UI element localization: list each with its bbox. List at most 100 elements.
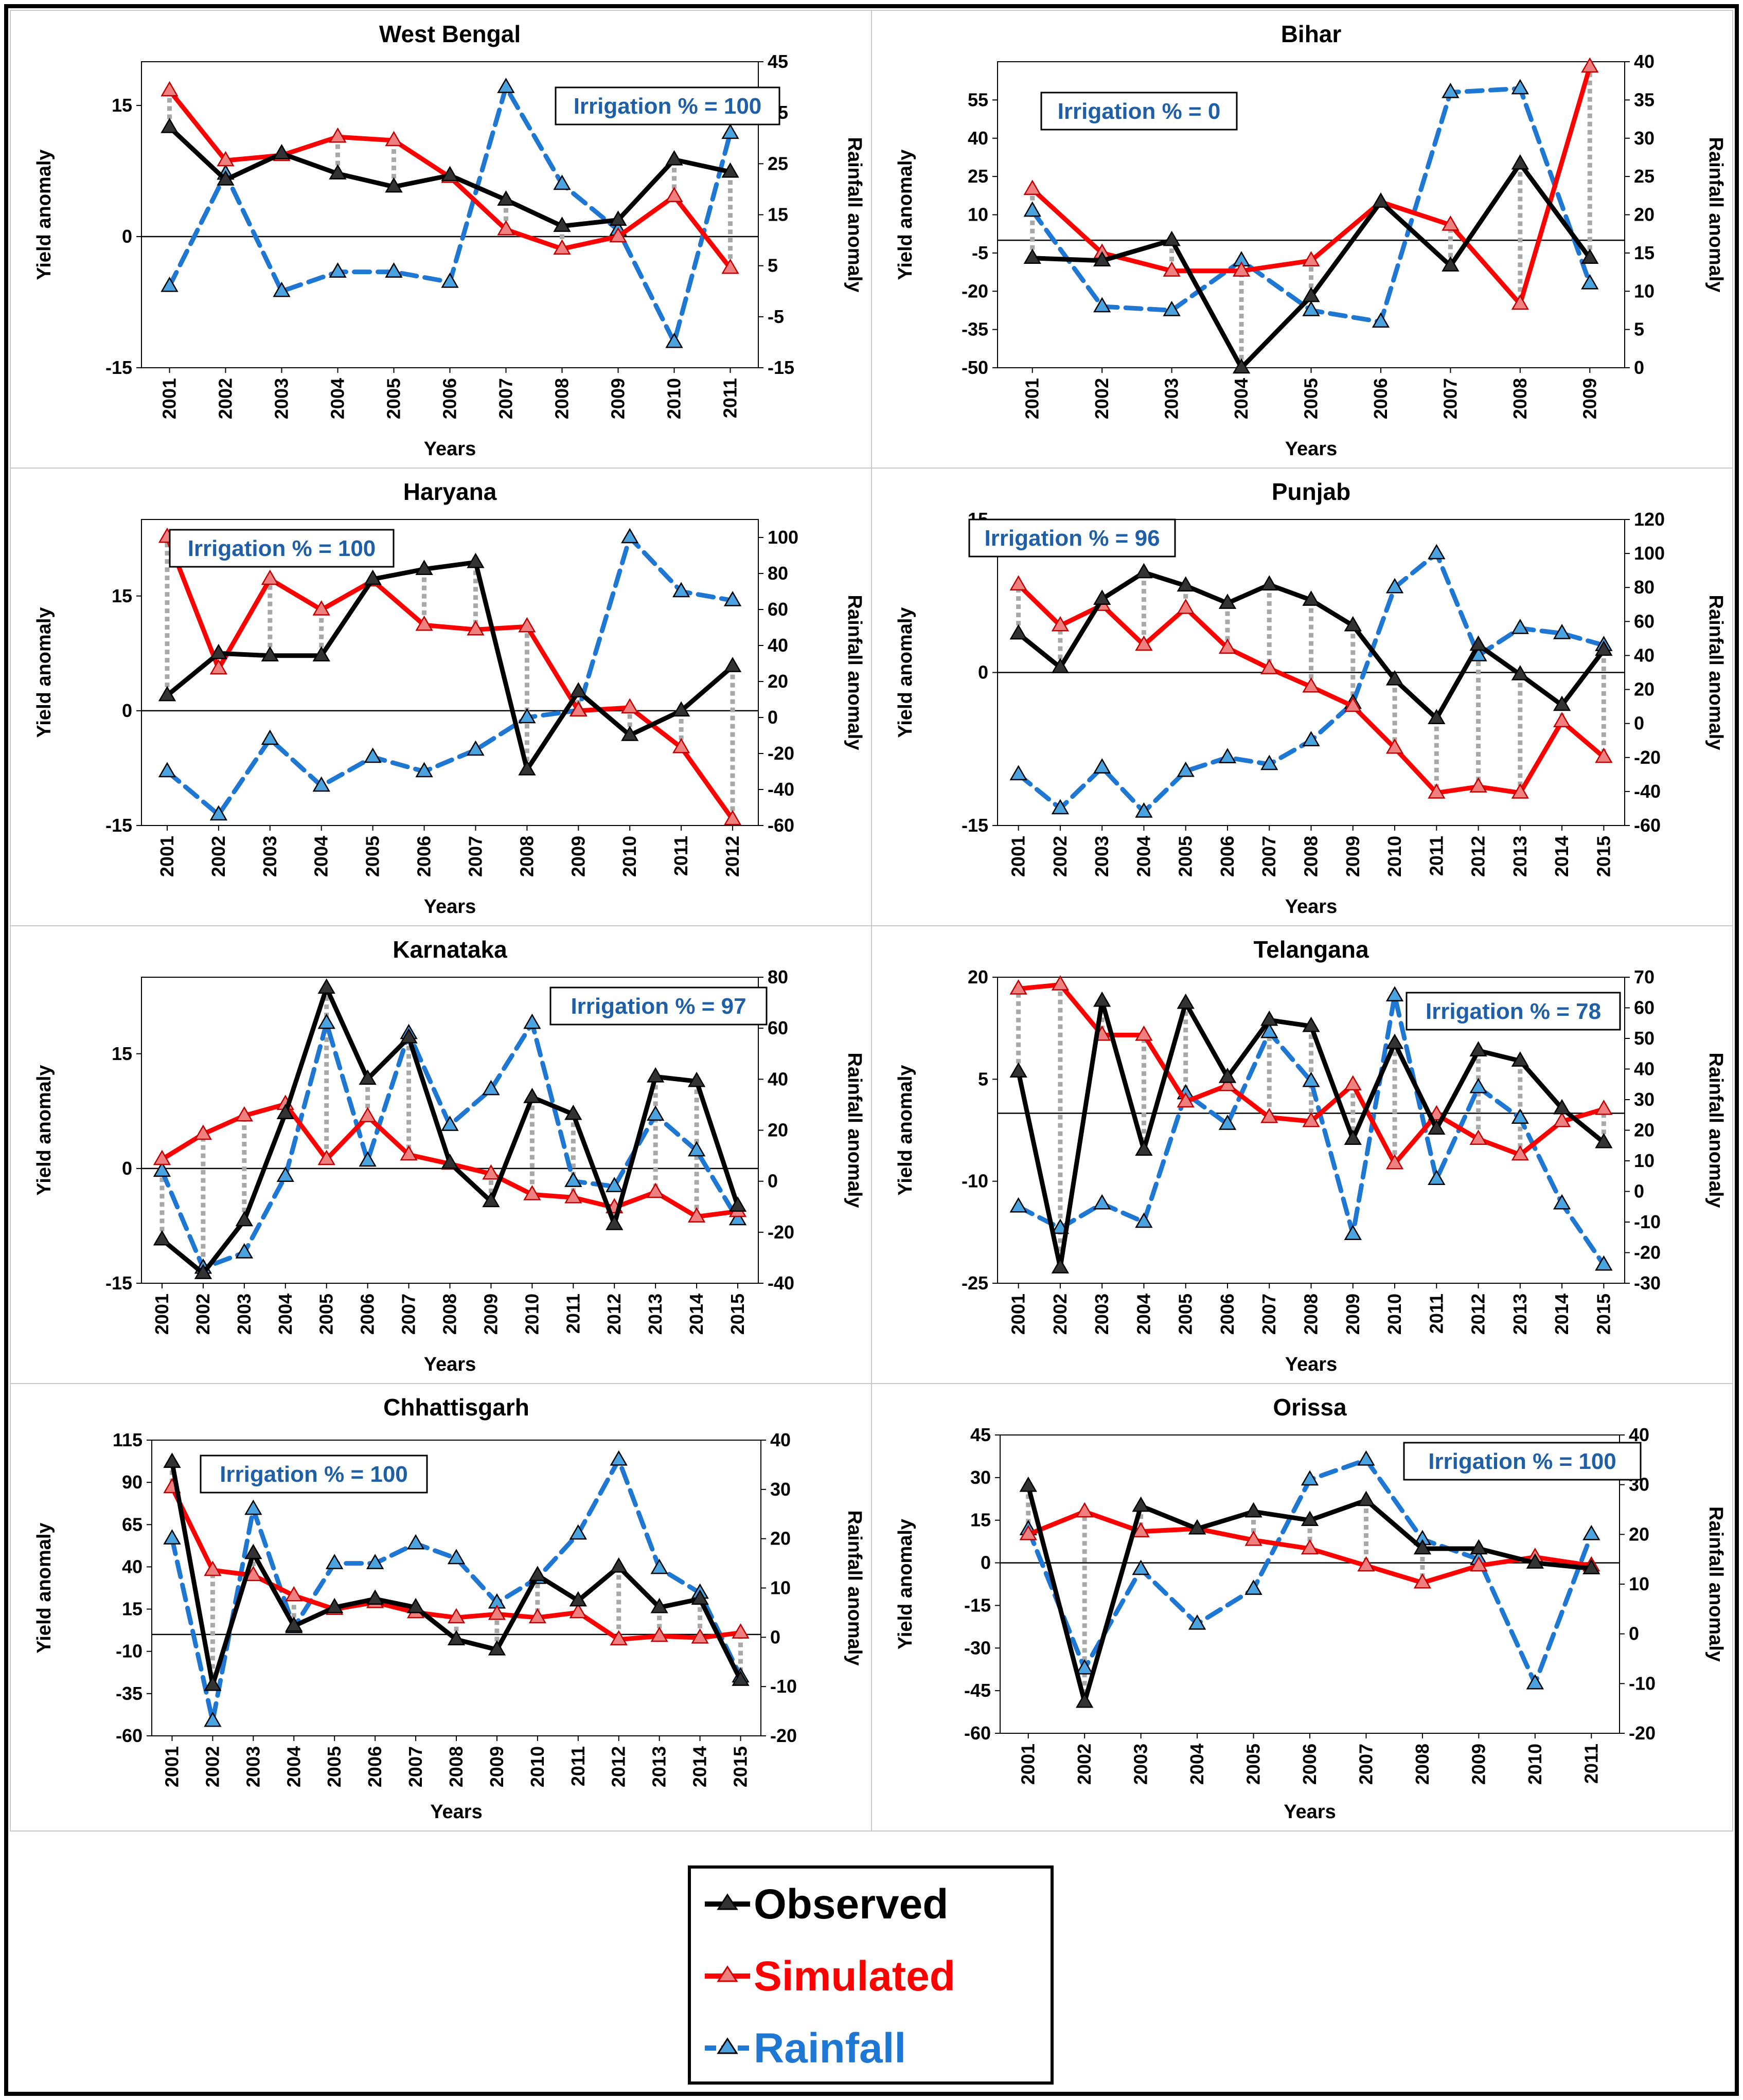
simulated-point <box>691 1628 709 1644</box>
y2-tick-label: 10 <box>770 1577 791 1599</box>
observed-point <box>482 1192 500 1208</box>
observed-point <box>1385 1033 1404 1049</box>
simulated-point <box>1023 180 1041 195</box>
observed-point <box>1232 358 1251 374</box>
y-axis-title: Yield anomaly <box>895 1065 916 1195</box>
y-axis-title: Yield anomaly <box>33 607 55 738</box>
simulated-point <box>488 1604 506 1620</box>
irrigation-box <box>555 86 780 125</box>
rainfall-point <box>1372 312 1390 328</box>
observed-point <box>1302 1016 1320 1032</box>
y2-tick-label: -10 <box>770 1676 797 1697</box>
observed-point <box>528 1566 547 1582</box>
y-tick-label: -15 <box>964 1594 991 1616</box>
x-tick-label: 2014 <box>1551 836 1572 877</box>
y-tick-label: 0 <box>122 1158 132 1179</box>
simulated-point <box>523 1184 541 1200</box>
y-tick-label: 5 <box>978 1068 988 1089</box>
rainfall-point <box>1260 755 1278 770</box>
y2-tick-label: -60 <box>1634 815 1661 836</box>
observed-point <box>1163 230 1181 246</box>
simulated-point <box>1344 696 1362 712</box>
x-tick-label: 2001 <box>1008 836 1029 877</box>
observed-point <box>1511 154 1529 170</box>
observed-point <box>1595 1133 1613 1148</box>
y2-tick-label: 40 <box>770 1429 791 1450</box>
observed-point <box>1244 1502 1262 1518</box>
y2-tick-label: 120 <box>1634 509 1665 530</box>
simulated-point <box>528 1608 547 1624</box>
observed-point <box>1442 256 1460 272</box>
rainfall-point <box>1511 1108 1529 1124</box>
y2-tick-label: -40 <box>768 1272 794 1294</box>
plot-area <box>141 519 759 826</box>
simulated-point <box>672 738 690 753</box>
y2-tick-label: 30 <box>1634 128 1655 149</box>
rainfall-point <box>161 276 179 292</box>
simulated-point <box>1470 1556 1488 1572</box>
y2-tick-label: 20 <box>768 1120 788 1141</box>
rainfall-point <box>467 740 485 756</box>
simulated-point <box>1218 1075 1237 1091</box>
observed-point <box>447 1630 466 1645</box>
panel-title: Chhattisgarh <box>383 1394 529 1421</box>
simulated-point <box>609 227 627 243</box>
rainfall-point <box>621 528 639 544</box>
rainfall-point <box>1163 300 1181 316</box>
x-tick-label: 2014 <box>686 1294 707 1335</box>
x-tick-label: 2007 <box>1439 378 1461 419</box>
observed-point <box>672 701 690 717</box>
observed-point <box>523 1088 541 1103</box>
rainfall-point <box>1009 765 1027 781</box>
observed-point <box>359 1069 377 1085</box>
y2-axis-title: Rainfall anomaly <box>1705 1506 1727 1662</box>
simulated-point <box>204 1560 222 1576</box>
irrigation-label: Irrigation % = 100 <box>1428 1449 1616 1474</box>
observed-point <box>285 1616 303 1632</box>
y-tick-label: -5 <box>972 242 988 263</box>
rainfall-point <box>1428 544 1446 560</box>
x-axis-title: Years <box>424 438 476 460</box>
chart-panel-bihar: Bihar -50 -35 -20 -5 10 25 40 55 0 5 10 15 20 25 30 35 40… <box>871 10 1733 469</box>
rainfall-point <box>1076 1659 1094 1675</box>
rainfall-point <box>329 262 347 278</box>
x-tick-label: 2011 <box>1580 1744 1602 1784</box>
observed-point <box>261 646 279 662</box>
x-tick-label: 2012 <box>1468 1294 1489 1335</box>
rainfall-point <box>1582 1524 1600 1540</box>
y-tick-label: -15 <box>962 815 988 836</box>
x-tick-label: 2005 <box>1243 1744 1264 1785</box>
x-tick-label: 2010 <box>619 836 640 877</box>
y2-tick-label: 15 <box>1634 242 1655 263</box>
x-tick-label: 2001 <box>159 378 180 419</box>
panel-frame <box>10 1383 872 1832</box>
x-tick-label: 2007 <box>1258 1294 1279 1335</box>
y2-tick-label: 40 <box>768 635 788 656</box>
y-axis-title: Yield anomaly <box>33 1065 55 1195</box>
rainfall-point <box>153 1161 171 1177</box>
panel-title: West Bengal <box>379 21 521 47</box>
x-tick-label: 2008 <box>1412 1744 1433 1785</box>
y-tick-label: 15 <box>112 95 132 116</box>
x-tick-label: 2003 <box>1091 1294 1112 1335</box>
x-tick-label: 2009 <box>567 836 589 877</box>
y2-tick-label: 40 <box>768 1068 788 1089</box>
y2-tick-label: 5 <box>1634 319 1644 340</box>
y2-tick-label: 40 <box>1634 644 1655 666</box>
observed-point <box>276 1104 294 1120</box>
simulated-point <box>1302 1111 1320 1127</box>
rainfall-point <box>244 1499 262 1515</box>
rainfall-point <box>276 1166 294 1182</box>
x-tick-label: 2006 <box>1217 836 1238 877</box>
observed-point <box>1051 658 1070 673</box>
observed-point <box>329 164 347 180</box>
y-axis-title: Yield anomaly <box>895 149 916 280</box>
observed-point <box>235 1211 253 1227</box>
observed-point <box>1413 1539 1432 1555</box>
rainfall-point <box>1344 1225 1362 1241</box>
y2-tick-label: 60 <box>1634 997 1655 1018</box>
simulated-point <box>569 1603 587 1619</box>
x-tick-label: 2001 <box>1018 1744 1039 1785</box>
observed-point <box>158 686 176 702</box>
y2-tick-label: 20 <box>768 671 788 692</box>
